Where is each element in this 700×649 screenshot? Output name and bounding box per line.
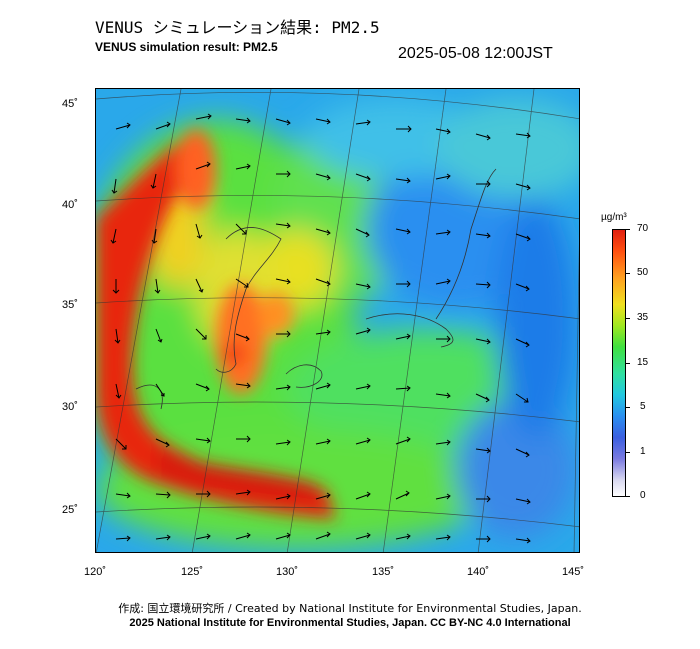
map-canvas: [96, 89, 579, 552]
lat-label-45: 45˚: [62, 98, 78, 110]
colorbar-unit: µg/m³: [601, 212, 627, 223]
title-japanese: VENUS シミュレーション結果: PM2.5: [95, 18, 380, 37]
lat-label-40: 40˚: [62, 199, 78, 211]
lon-label-130: 130˚: [276, 566, 299, 578]
colorbar-tick-5: 5: [640, 401, 646, 412]
lon-label-120: 120˚: [84, 566, 107, 578]
colorbar-tick-mark: [626, 407, 630, 408]
colorbar-tick-mark: [626, 496, 630, 497]
credit-japanese: 作成: 国立環境研究所 / Created by National Instit…: [118, 602, 582, 615]
colorbar-tick-mark: [626, 273, 630, 274]
colorbar: [612, 229, 626, 497]
colorbar-tick-mark: [626, 452, 630, 453]
lon-label-145: 145˚: [562, 566, 585, 578]
wind-vectors: [110, 113, 531, 544]
forecast-timestamp: 2025-05-08 12:00JST: [398, 45, 553, 62]
colorbar-tick-70: 70: [637, 223, 649, 234]
copyright-license: 2025 National Institute for Environmenta…: [129, 617, 571, 629]
colorbar-tick-mark: [626, 363, 630, 364]
lon-label-125: 125˚: [181, 566, 204, 578]
colorbar-tick-35: 35: [637, 312, 649, 323]
lat-label-35: 35˚: [62, 299, 78, 311]
title-english: VENUS simulation result: PM2.5: [95, 40, 278, 54]
pm25-concentration-map: [95, 88, 580, 553]
lat-label-25: 25˚: [62, 504, 78, 516]
colorbar-tick-1: 1: [640, 446, 646, 457]
colorbar-tick-mark: [626, 229, 630, 230]
colorbar-tick-mark: [626, 318, 630, 319]
colorbar-tick-0: 0: [640, 490, 646, 501]
colorbar-tick-50: 50: [637, 267, 649, 278]
lon-label-135: 135˚: [372, 566, 395, 578]
colorbar-tick-15: 15: [637, 357, 649, 368]
lat-label-30: 30˚: [62, 401, 78, 413]
lon-label-140: 140˚: [467, 566, 490, 578]
